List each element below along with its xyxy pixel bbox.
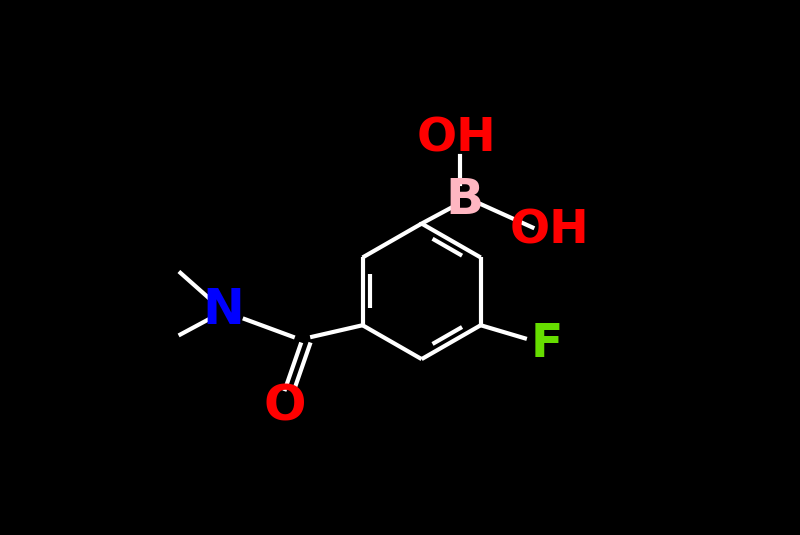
Text: N: N	[202, 286, 244, 334]
Text: B: B	[445, 177, 483, 225]
Text: OH: OH	[417, 117, 496, 162]
Text: OH: OH	[510, 209, 590, 254]
Text: F: F	[530, 322, 562, 367]
Text: O: O	[264, 382, 306, 430]
